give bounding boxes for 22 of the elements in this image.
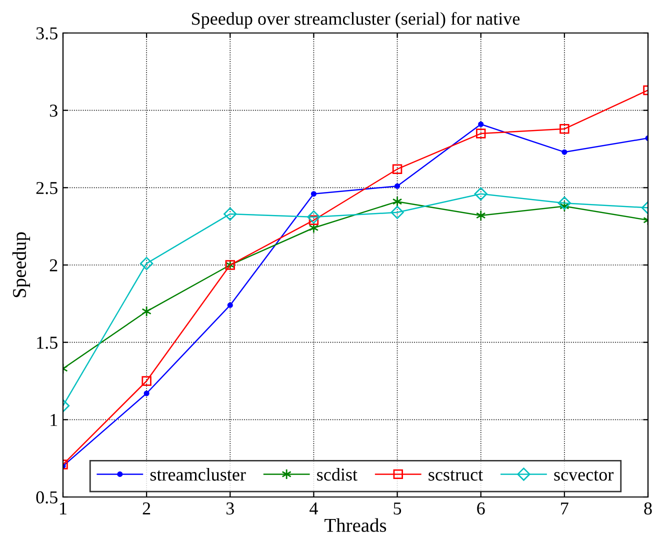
legend-label: scvector (554, 470, 614, 481)
legend-label: scstruct (428, 470, 483, 481)
x-tick-label: 3 (226, 502, 234, 515)
y-tick-label: 0.5 (36, 491, 58, 504)
x-tick-label: 6 (477, 502, 485, 515)
x-tick-label: 8 (644, 502, 652, 515)
y-tick-label: 3.5 (36, 27, 58, 40)
x-tick-label: 7 (561, 502, 568, 514)
legend-label: scdist (317, 468, 358, 481)
x-tick-label: 2 (142, 502, 150, 514)
chart-title: Speedup over streamcluster (serial) for native (192, 12, 520, 29)
y-tick-label: 3 (50, 104, 58, 117)
x-tick-label: 5 (394, 502, 402, 515)
y-tick-label: 2.5 (36, 182, 58, 194)
x-tick-label: 4 (310, 502, 318, 514)
y-axis-title: Speedup (12, 232, 30, 298)
x-tick-label: 1 (60, 502, 66, 514)
y-tick-label: 1.5 (37, 336, 58, 349)
x-axis-title: Threads (324, 518, 386, 532)
legend-label: streamcluster (150, 468, 246, 481)
y-tick-label: 1 (50, 414, 58, 426)
y-tick-label: 2 (50, 259, 58, 272)
